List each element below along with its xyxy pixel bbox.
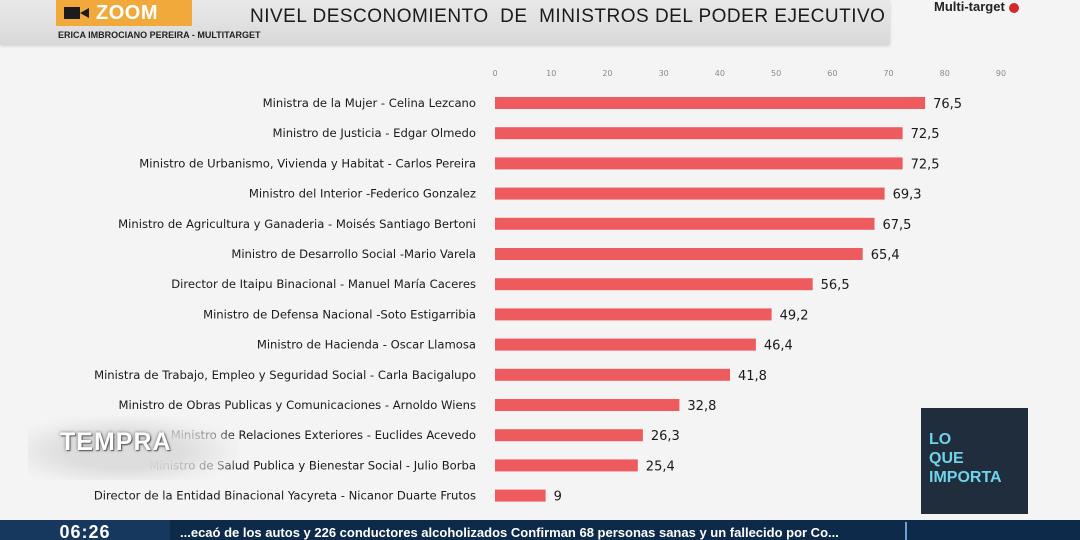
bar [495,489,546,502]
bar [495,308,772,321]
data-label: 67,5 [883,218,912,233]
category-label: Director de la Entidad Binacional Yacyre… [94,489,476,503]
x-tick-label: 80 [940,69,950,78]
category-label: Ministro de Defensa Nacional -Soto Estig… [203,307,476,321]
zoom-label: ZOOM [96,1,158,24]
category-label: Ministro del Interior -Federico Gonzalez [249,187,476,201]
bar [495,338,756,351]
brand-logo-text: Multi-target [934,0,1005,14]
category-label: Director de Itaipu Binacional - Manuel M… [171,277,476,291]
video-camera-icon [64,5,90,21]
x-tick-label: 10 [546,69,556,78]
x-tick-label: 90 [996,69,1006,78]
data-label: 69,3 [893,188,922,203]
category-label: Ministro de Hacienda - Oscar Llamosa [257,338,476,352]
data-label: 26,3 [651,429,680,444]
bar-chart: 0 10 20 30 40 50 60 70 80 90 Ministra de la Mujer … [94,69,1006,505]
category-label: Ministro de Desarrollo Social -Mario Var… [231,247,476,261]
data-label: 32,8 [687,399,716,414]
ticker-headline: ...ecaó de los autos y 226 conductores a… [180,525,839,540]
category-label: Ministro de Obras Publicas y Comunicacio… [118,398,476,412]
data-label: 49,2 [780,308,809,323]
data-label: 76,5 [933,97,962,112]
data-label: 72,5 [911,127,940,142]
loq-line-1: LO [929,431,952,448]
loq-line-3: IMPORTA [929,469,1002,486]
tempra-logo: TEMPRA [28,416,238,480]
x-tick-label: 20 [602,69,612,78]
data-label: 72,5 [911,157,940,172]
x-tick-label: 50 [771,69,781,78]
x-tick-label: 40 [715,69,725,78]
bar [495,429,643,442]
bar [495,248,863,260]
bar [495,157,903,170]
category-label: Ministro de Justicia - Edgar Olmedo [272,126,476,140]
x-tick-label: 60 [827,69,837,78]
chart-title: NIVEL DESCONOMIENTO DE MINISTROS DEL POD… [250,6,886,27]
category-label: Ministro de Agricultura y Ganaderia - Mo… [118,217,476,231]
bar [495,368,731,381]
brand-dot-icon [1008,2,1019,13]
bar [495,127,903,140]
zoom-badge: ZOOM [56,0,192,26]
bar [495,97,926,109]
x-tick-label: 70 [883,69,893,78]
x-tick-label: 30 [659,69,669,78]
x-tick-label: 0 [492,69,497,78]
tempra-logo-text: TEMPRA [60,428,172,456]
category-label: Ministro de Relaciones Exteriores - Eucl… [171,428,476,442]
loq-line-2: QUE [929,450,964,467]
bar [495,187,885,200]
category-label: Ministra de Trabajo, Empleo y Seguridad … [94,368,476,382]
data-label: 65,4 [871,248,900,263]
ticker-divider [905,522,907,540]
bar [495,399,680,411]
data-label: 9 [554,490,562,505]
credit-caption: ERICA IMBROCIANO PEREIRA - MULTITARGET [58,30,261,40]
data-label: 41,8 [738,369,767,384]
data-label: 46,4 [764,339,793,354]
bar [495,217,875,230]
bar [495,278,813,291]
data-label: 56,5 [821,278,850,293]
data-label: 25,4 [646,459,675,474]
ticker-clock: 06:26 [0,520,170,540]
lo-que-importa-logo: LO QUE IMPORTA [921,408,1028,514]
category-label: Ministro de Urbanismo, Vivienda y Habita… [139,156,476,170]
news-ticker: 06:26 ...ecaó de los autos y 226 conduct… [0,520,1080,540]
bar [495,459,638,472]
brand-logo: Multi-target [934,0,1064,14]
category-label: Ministra de la Mujer - Celina Lezcano [263,96,476,110]
